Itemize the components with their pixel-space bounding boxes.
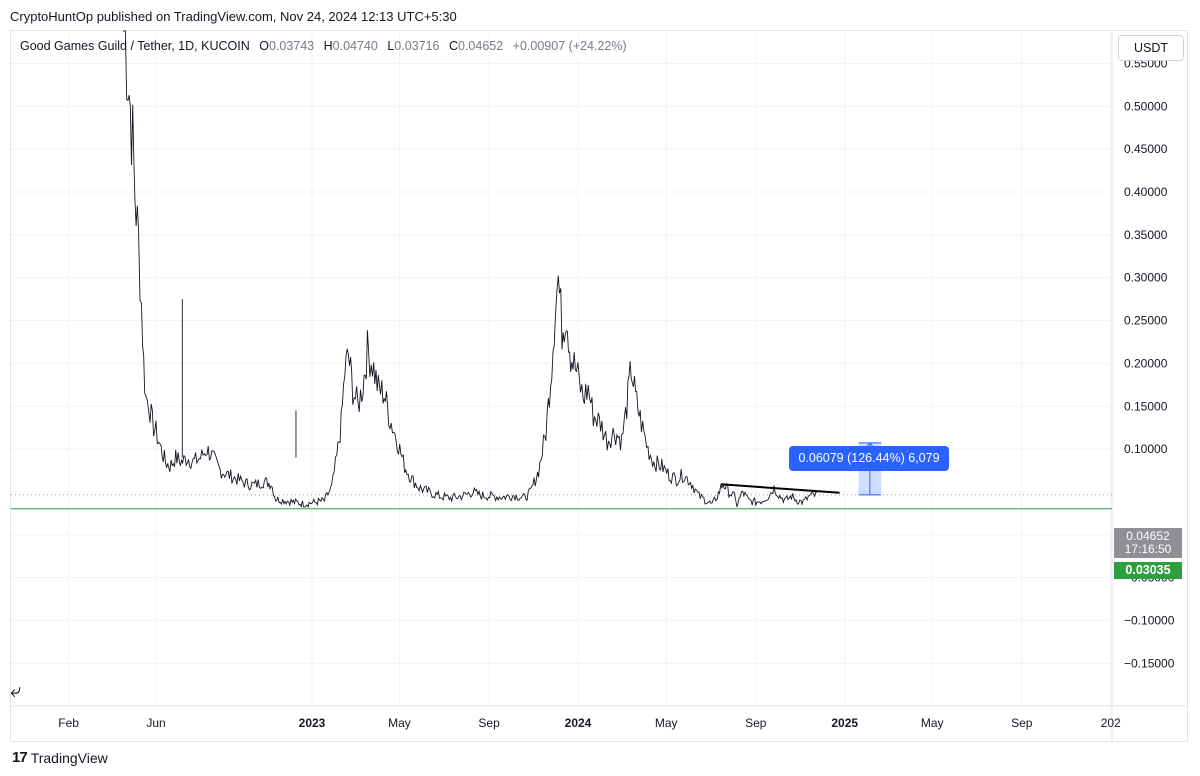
candle-countdown: 17:16:50 <box>1114 543 1182 556</box>
x-tick-label: 2024 <box>565 716 592 730</box>
tradingview-footer[interactable]: 17 TradingView <box>12 749 108 766</box>
x-tick-label: 202 <box>1101 716 1121 730</box>
y-tick-label: −0.15000 <box>1124 656 1175 670</box>
y-tick-label: 0.50000 <box>1124 99 1168 113</box>
y-tick-label: 0.10000 <box>1124 442 1168 456</box>
symbol-legend: Good Games Guild / Tether, 1D, KUCOIN O0… <box>20 39 627 53</box>
y-tick-label: 0.30000 <box>1124 271 1168 285</box>
x-tick-label: May <box>921 716 944 730</box>
x-tick-label: Sep <box>745 716 767 730</box>
open-value: 0.03743 <box>269 39 314 53</box>
y-tick-label: 0.35000 <box>1124 228 1168 242</box>
price-series <box>123 31 817 507</box>
y-tick-label: 0.20000 <box>1124 356 1168 370</box>
x-tick-label: 2023 <box>299 716 326 730</box>
y-tick-label: 0.45000 <box>1124 142 1168 156</box>
current-price-label: 0.04652 17:16:50 <box>1114 528 1182 558</box>
close-value: 0.04652 <box>458 39 503 53</box>
x-tick-label: Jun <box>146 716 165 730</box>
grid <box>11 31 1188 742</box>
support-level-label: 0.03035 <box>1114 562 1182 579</box>
y-tick-label: 0.15000 <box>1124 399 1168 413</box>
measure-label: 0.06079 (126.44%) 6,079 <box>789 446 949 471</box>
y-tick-label: −0.10000 <box>1124 614 1175 628</box>
symbol-name: Good Games Guild / Tether, 1D, KUCOIN <box>20 39 250 53</box>
y-tick-label: 0.25000 <box>1124 314 1168 328</box>
x-tick-label: May <box>655 716 678 730</box>
high-value: 0.04740 <box>333 39 378 53</box>
x-tick-label: Feb <box>58 716 79 730</box>
currency-button[interactable]: USDT <box>1118 35 1184 61</box>
y-tick-label: 0.40000 <box>1124 185 1168 199</box>
undo-icon[interactable]: ⤶ <box>10 680 21 703</box>
change-value: +0.00907 (+24.22%) <box>513 39 627 53</box>
x-tick-label: May <box>388 716 411 730</box>
price-spikes <box>182 299 296 458</box>
low-value: 0.03716 <box>394 39 439 53</box>
x-tick-label: Sep <box>478 716 500 730</box>
x-tick-label: 2025 <box>831 716 858 730</box>
x-axis: Feb Jun 2023 May Sep 2024 May Sep 2025 May Sep 202 <box>58 716 1121 730</box>
x-tick-label: Sep <box>1011 716 1033 730</box>
tradingview-logo-icon: 17 <box>12 749 27 766</box>
tradingview-brand: TradingView <box>31 750 108 766</box>
